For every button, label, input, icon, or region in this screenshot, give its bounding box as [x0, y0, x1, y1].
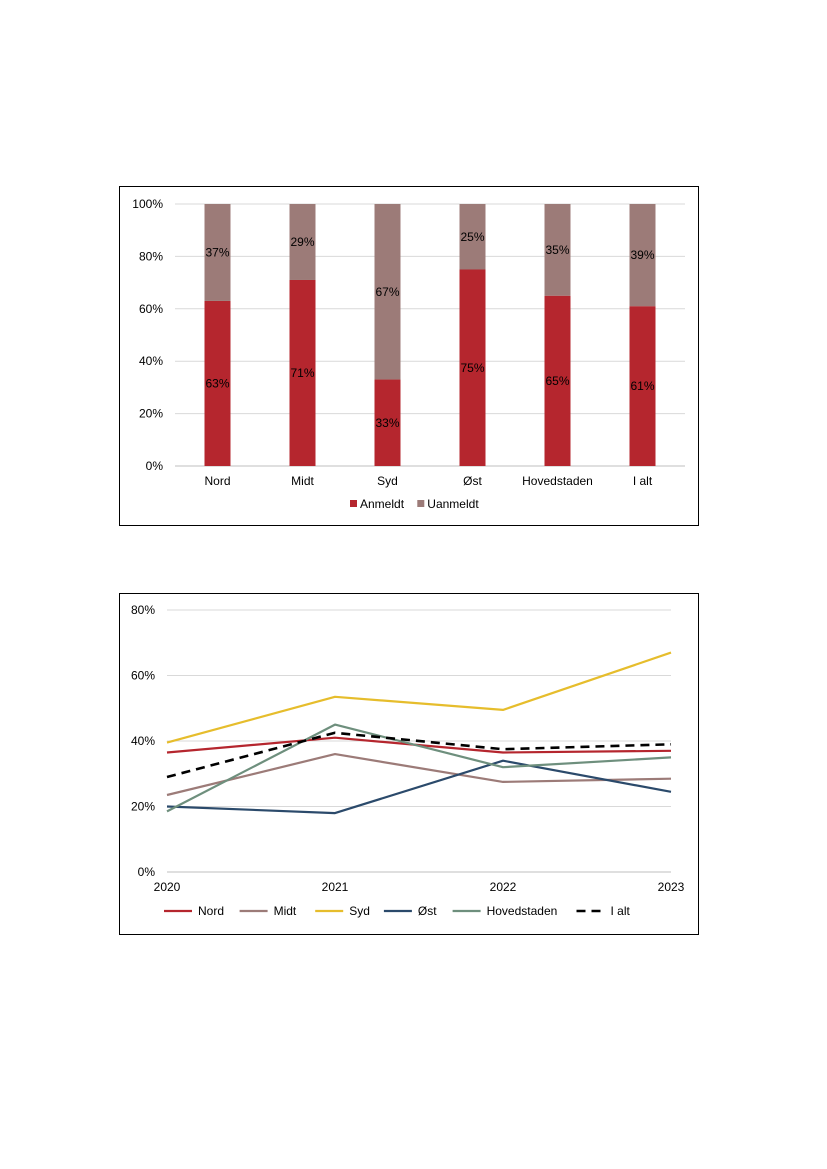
bar-uanmeldt: [289, 204, 316, 280]
legend-label: Syd: [349, 904, 370, 918]
data-label: 39%: [630, 248, 654, 262]
legend-label: Midt: [274, 904, 297, 918]
y-tick-label: 40%: [139, 354, 163, 368]
bar-anmeldt: [204, 300, 231, 466]
legend-label: I alt: [611, 904, 631, 918]
y-tick-label: 60%: [131, 669, 155, 683]
data-label: 71%: [290, 366, 314, 380]
x-tick-label: Syd: [377, 474, 398, 488]
data-label: 33%: [375, 416, 399, 430]
data-label: 25%: [460, 230, 484, 244]
x-tick-label: Nord: [204, 474, 230, 488]
series-line-midt: [166, 753, 672, 797]
y-tick-label: 60%: [139, 302, 163, 316]
y-tick-label: 40%: [131, 734, 155, 748]
data-label: 37%: [205, 245, 229, 259]
bar-anmeldt: [374, 379, 401, 466]
data-label: 61%: [630, 379, 654, 393]
bar-uanmeldt: [544, 204, 571, 296]
bar-anmeldt: [289, 279, 316, 466]
series-line-i-alt: [166, 731, 672, 779]
y-tick-label: 80%: [139, 249, 163, 263]
data-label: 67%: [375, 285, 399, 299]
data-label: 75%: [460, 361, 484, 375]
series-line-syd: [166, 651, 672, 744]
x-tick-label: 2023: [658, 880, 685, 894]
legend-swatch: [417, 500, 425, 507]
line-chart: 0% 20% 40% 60% 80% 2020 2021 2022 2023 Nord Midt Sy…: [119, 593, 699, 935]
y-tick-label: 80%: [131, 603, 155, 617]
x-tick-label: Øst: [463, 474, 482, 488]
x-tick-label: 2020: [154, 880, 181, 894]
data-label: 65%: [545, 374, 569, 388]
x-tick-label: 2022: [490, 880, 517, 894]
bar-uanmeldt: [459, 204, 486, 270]
y-tick-label: 0%: [138, 865, 156, 879]
legend-label: Hovedstaden: [487, 904, 558, 918]
y-tick-label: 100%: [132, 197, 163, 211]
y-tick-label: 20%: [131, 800, 155, 814]
x-tick-label: Midt: [291, 474, 314, 488]
stacked-bar-chart: 0% 20% 40% 60% 80% 100% 63% 37% Nord 71% 29% Midt 33…: [119, 186, 699, 526]
data-label: 63%: [205, 376, 229, 390]
bar-anmeldt: [459, 269, 486, 466]
bar-uanmeldt: [629, 204, 656, 307]
bar-anmeldt: [544, 295, 571, 466]
series-line-hovedstaden: [166, 723, 672, 813]
legend-label: Uanmeldt: [427, 497, 479, 511]
x-tick-label: 2021: [322, 880, 349, 894]
data-label: 35%: [545, 243, 569, 257]
series-line-øst: [166, 759, 672, 815]
x-tick-label: I alt: [633, 474, 653, 488]
data-label: 29%: [290, 235, 314, 249]
y-tick-label: 0%: [146, 459, 164, 473]
y-tick-label: 20%: [139, 407, 163, 421]
legend-label: Nord: [198, 904, 224, 918]
legend-swatch: [350, 500, 357, 507]
legend-label: Anmeldt: [360, 497, 405, 511]
x-tick-label: Hovedstaden: [522, 474, 593, 488]
bar-anmeldt: [629, 306, 656, 466]
line-chart-svg: 0% 20% 40% 60% 80% 2020 2021 2022 2023 Nord Midt Sy…: [131, 603, 685, 918]
legend-label: Øst: [418, 904, 437, 918]
bar-uanmeldt: [204, 204, 231, 301]
bar-uanmeldt: [374, 204, 401, 380]
stacked-bar-chart-svg: 0% 20% 40% 60% 80% 100% 63% 37% Nord 71% 29% Midt 33…: [132, 197, 685, 511]
